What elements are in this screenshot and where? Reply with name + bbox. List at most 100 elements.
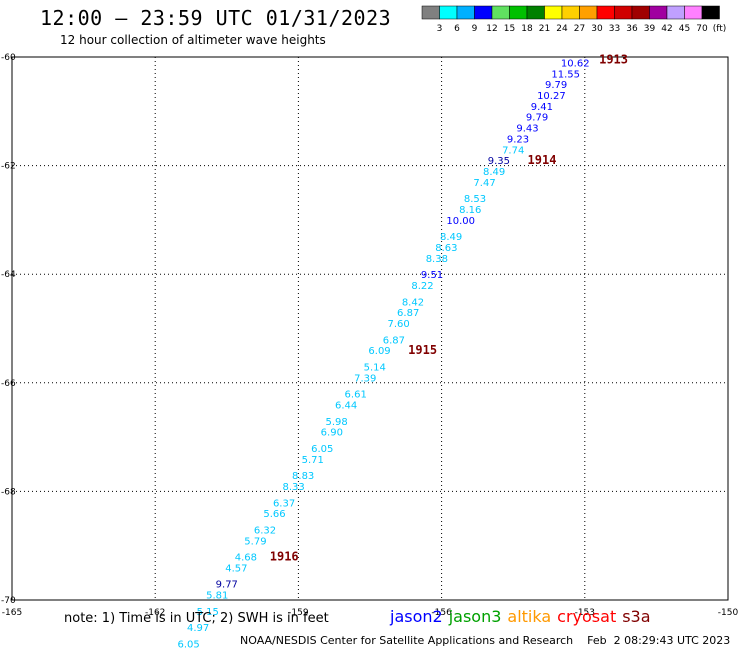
colorbar-label: (ft) xyxy=(713,24,727,34)
colorbar-swatch xyxy=(596,5,615,20)
y-tick-label: -60 xyxy=(1,53,16,63)
wave-height-point: 5.71 xyxy=(302,455,324,466)
y-tick-label: -70 xyxy=(1,596,16,606)
wave-height-point: 9.77 xyxy=(216,580,238,591)
colorbar-label: 15 xyxy=(504,24,515,34)
colorbar-swatch xyxy=(561,5,580,20)
wave-height-point: 8.49 xyxy=(440,232,462,243)
wave-height-point: 10.27 xyxy=(537,91,566,102)
satellite-cryosat: cryosat xyxy=(557,607,617,626)
y-tick-label: -66 xyxy=(1,379,16,389)
wave-height-point: 6.61 xyxy=(345,390,367,401)
color-legend: 3 6 9 12 15 18 21 24 27 30 33 36 39 42 45 70 (ft) xyxy=(421,5,727,34)
colorbar-label: 24 xyxy=(556,24,568,34)
colorbar-label: 12 xyxy=(486,24,497,34)
colorbar-label: 70 xyxy=(696,24,708,34)
plot-area: -165 -162 -159 -156 -153 -150 -60 -62 -64 -66 -68 -… xyxy=(1,53,738,650)
colorbar-label: 33 xyxy=(609,24,620,34)
satellite-jason3: jason3 xyxy=(448,607,502,626)
satellite-altika: altika xyxy=(507,607,552,626)
wave-height-point: 4.57 xyxy=(225,563,247,574)
colorbar-label: 18 xyxy=(521,24,533,34)
colorbar-swatch xyxy=(439,5,458,20)
colorbar-swatch xyxy=(509,5,528,20)
x-tick-label: -162 xyxy=(145,608,165,618)
satellite-jason2: jason2 xyxy=(390,607,443,626)
colorbar-swatch xyxy=(631,5,650,20)
wave-height-point: 5.98 xyxy=(325,417,347,428)
wave-height-point: 5.14 xyxy=(364,363,386,374)
colorbar-label: 45 xyxy=(679,24,690,34)
wave-height-point: 7.39 xyxy=(354,373,376,384)
wave-height-point: 9.41 xyxy=(531,102,553,113)
wave-height-point: 6.09 xyxy=(368,346,390,357)
footer-credit: NOAA/NESDIS Center for Satellite Applica… xyxy=(240,634,731,647)
wave-height-point: 6.05 xyxy=(177,639,199,650)
colorbar-label: 42 xyxy=(661,24,672,34)
colorbar-swatch xyxy=(614,5,633,20)
y-tick-label: -64 xyxy=(1,270,16,280)
wave-height-point: 8.53 xyxy=(464,194,486,205)
wave-height-point: 6.05 xyxy=(311,444,333,455)
wave-height-point: 6.87 xyxy=(397,308,419,319)
wave-height-point: 9.51 xyxy=(421,270,443,281)
wave-height-point: 6.87 xyxy=(383,335,405,346)
wave-height-point: 9.43 xyxy=(516,124,538,135)
colorbar-swatch xyxy=(491,5,510,20)
wave-height-point: 5.81 xyxy=(206,591,228,602)
wave-height-point: 6.90 xyxy=(321,428,343,439)
pass-time-label: 1916 xyxy=(270,550,299,564)
colorbar-label: 6 xyxy=(454,24,460,34)
wave-height-point: 8.38 xyxy=(426,254,448,265)
colorbar-label: 9 xyxy=(472,24,478,34)
wave-height-point: 8.63 xyxy=(435,243,457,254)
chart-title: 12:00 – 23:59 UTC 01/31/2023 xyxy=(40,6,392,30)
wave-height-point: 8.83 xyxy=(292,471,314,482)
colorbar-label: 21 xyxy=(539,24,550,34)
wave-height-point: 8.33 xyxy=(282,482,304,493)
wave-height-point: 6.32 xyxy=(254,525,276,536)
y-tick-label: -62 xyxy=(1,162,16,172)
x-tick-label: -159 xyxy=(288,608,309,618)
colorbar-swatch xyxy=(666,5,685,20)
colorbar-label: 3 xyxy=(437,24,443,34)
colorbar-swatch xyxy=(579,5,598,20)
chart-subtitle: 12 hour collection of altimeter wave hei… xyxy=(60,33,326,47)
wave-height-point: 9.79 xyxy=(545,80,567,91)
wave-height-point: 9.23 xyxy=(507,134,529,145)
wave-height-point: 10.00 xyxy=(446,216,475,227)
wave-height-point: 5.66 xyxy=(263,509,285,520)
wave-height-point: 7.74 xyxy=(502,145,524,156)
colorbar-swatch xyxy=(701,5,720,20)
x-tick-label: -165 xyxy=(2,608,22,618)
colorbar-swatch xyxy=(474,5,493,20)
colorbar-label: 27 xyxy=(574,24,585,34)
colorbar-label: 30 xyxy=(591,24,603,34)
x-tick-label: -156 xyxy=(431,608,452,618)
wave-height-point: 9.79 xyxy=(526,113,548,124)
colorbar-swatch xyxy=(526,5,545,20)
wave-height-point: 8.49 xyxy=(483,167,505,178)
colorbar-swatch xyxy=(456,5,475,20)
pass-time-label: 1915 xyxy=(408,343,437,357)
colorbar-label: 39 xyxy=(644,24,656,34)
wave-height-point: 4.97 xyxy=(187,623,209,634)
wave-height-point: 8.16 xyxy=(459,205,481,216)
wave-height-point: 8.42 xyxy=(402,297,424,308)
wave-height-point: 5.15 xyxy=(197,607,219,618)
colorbar-swatch xyxy=(649,5,668,20)
footer-note: note: 1) Time is in UTC; 2) SWH is in fe… xyxy=(64,611,329,626)
satellite-legend: jason2 jason3 altika cryosat s3a xyxy=(390,607,657,626)
colorbar-swatch xyxy=(544,5,563,20)
satellite-s3a: s3a xyxy=(622,607,651,626)
wave-height-point: 9.35 xyxy=(488,156,510,167)
wave-height-point: 6.44 xyxy=(335,401,357,412)
plot-frame xyxy=(11,56,729,601)
wave-height-point: 10.62 xyxy=(561,58,590,69)
wave-height-point: 11.55 xyxy=(551,69,580,80)
x-tick-label: -150 xyxy=(718,608,739,618)
colorbar-label: 36 xyxy=(626,24,638,34)
pass-time-label: 1914 xyxy=(528,153,557,167)
x-tick-label: -153 xyxy=(575,608,595,618)
